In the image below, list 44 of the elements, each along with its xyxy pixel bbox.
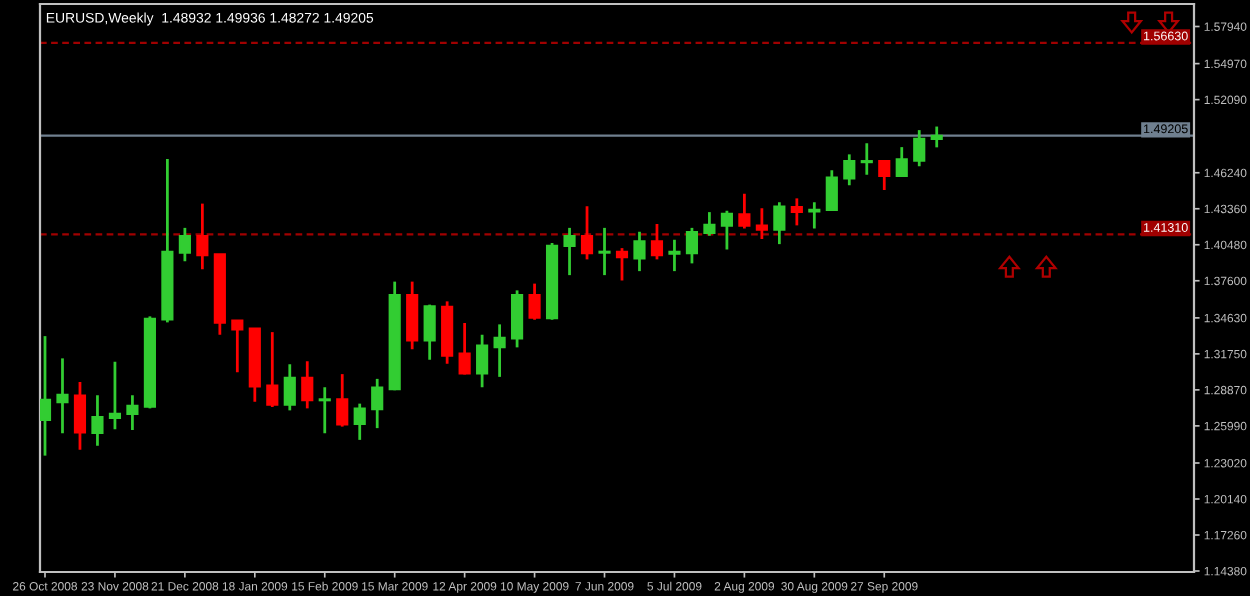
candlestick (528, 282, 541, 322)
candlestick (406, 280, 419, 351)
candlestick (476, 333, 489, 389)
candlestick (895, 145, 908, 179)
candlestick (493, 322, 506, 379)
candlestick (40, 334, 52, 458)
candlestick (633, 230, 646, 273)
candlestick (318, 385, 331, 435)
candlestick (371, 377, 384, 430)
candlestick (790, 196, 803, 227)
candlestick (755, 206, 768, 241)
candlestick (266, 330, 279, 409)
candlestick (703, 210, 716, 238)
candlestick (301, 359, 314, 410)
candlestick (91, 393, 104, 448)
candlestick (598, 226, 611, 277)
candlestick (650, 222, 664, 261)
candlestick (930, 125, 943, 149)
candlestick (720, 209, 733, 251)
candlestick (458, 321, 471, 376)
candlestick (843, 152, 856, 187)
candlestick (56, 356, 69, 435)
candlestick (196, 202, 209, 271)
candlestick (178, 226, 191, 263)
candlestick (878, 158, 891, 192)
candlestick (825, 168, 838, 213)
candlestick (563, 226, 576, 277)
candlestick (668, 238, 681, 273)
candlestick (126, 393, 139, 432)
candlestick (353, 402, 366, 442)
candlestick (580, 204, 594, 261)
candlestick (336, 372, 349, 429)
candlestick (685, 226, 699, 265)
candlestick (913, 128, 926, 168)
candlestick (73, 380, 87, 452)
candlestick (511, 288, 524, 349)
candlestick (860, 141, 873, 177)
candlestick (615, 246, 629, 282)
candlestick (283, 362, 296, 412)
candlestick (738, 192, 751, 230)
candlestick (231, 318, 244, 374)
candlestick (773, 200, 786, 246)
candlestick (108, 360, 122, 431)
candlestick (423, 303, 436, 362)
